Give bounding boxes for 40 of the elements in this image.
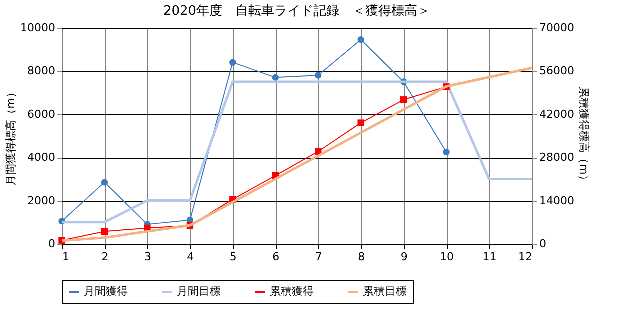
y-tick-label: 4000 bbox=[28, 151, 56, 164]
legend-label: 月間目標 bbox=[177, 285, 221, 298]
y2-tick-label: 70000 bbox=[540, 22, 574, 34]
y-tick-label: 0 bbox=[48, 238, 56, 250]
chart-title: 2020年度 自転車ライド記録 ＜獲得標高＞ bbox=[163, 3, 431, 19]
x-tick-label: 6 bbox=[272, 250, 280, 264]
x-tick-label: 3 bbox=[144, 250, 152, 264]
point bbox=[315, 72, 322, 79]
point bbox=[101, 179, 108, 186]
y2-tick-label: 56000 bbox=[540, 64, 574, 78]
point bbox=[443, 148, 450, 156]
y2-axis-title: 累積獲得標高（m） bbox=[577, 87, 590, 186]
y-tick-label: 2000 bbox=[28, 194, 56, 208]
y2-tick-label: 28000 bbox=[540, 151, 574, 164]
legend-label: 月間獲得 bbox=[84, 285, 128, 298]
x-tick-label: 5 bbox=[230, 250, 237, 264]
x-tick-label: 1 bbox=[62, 250, 70, 264]
y-tick-label: 8000 bbox=[28, 64, 56, 78]
x-tick-label: 8 bbox=[358, 250, 366, 264]
legend-label: 累積獲得 bbox=[270, 285, 314, 298]
x-tick-label: 11 bbox=[482, 250, 497, 264]
y2-tick-label: 0 bbox=[540, 238, 546, 250]
point bbox=[358, 120, 364, 126]
y2-tick-label: 14000 bbox=[540, 194, 574, 208]
x-tick-label: 7 bbox=[315, 250, 322, 264]
point bbox=[230, 59, 236, 66]
point bbox=[272, 74, 279, 82]
x-tick-label: 4 bbox=[187, 250, 194, 264]
point bbox=[101, 228, 108, 236]
point bbox=[358, 36, 364, 44]
x-tick-label: 10 bbox=[440, 250, 454, 264]
y2-tick-label: 42000 bbox=[540, 108, 574, 121]
x-tick-label: 12 bbox=[518, 250, 532, 264]
y-tick-label: 10000 bbox=[20, 22, 56, 34]
point bbox=[400, 96, 408, 104]
x-tick-label: 9 bbox=[400, 250, 408, 264]
y-axis-title: 月間獲得標高（m） bbox=[4, 87, 18, 186]
x-tick-label: 2 bbox=[102, 250, 109, 264]
legend-label: 累積目標 bbox=[363, 285, 407, 298]
y-tick-label: 6000 bbox=[28, 108, 56, 121]
